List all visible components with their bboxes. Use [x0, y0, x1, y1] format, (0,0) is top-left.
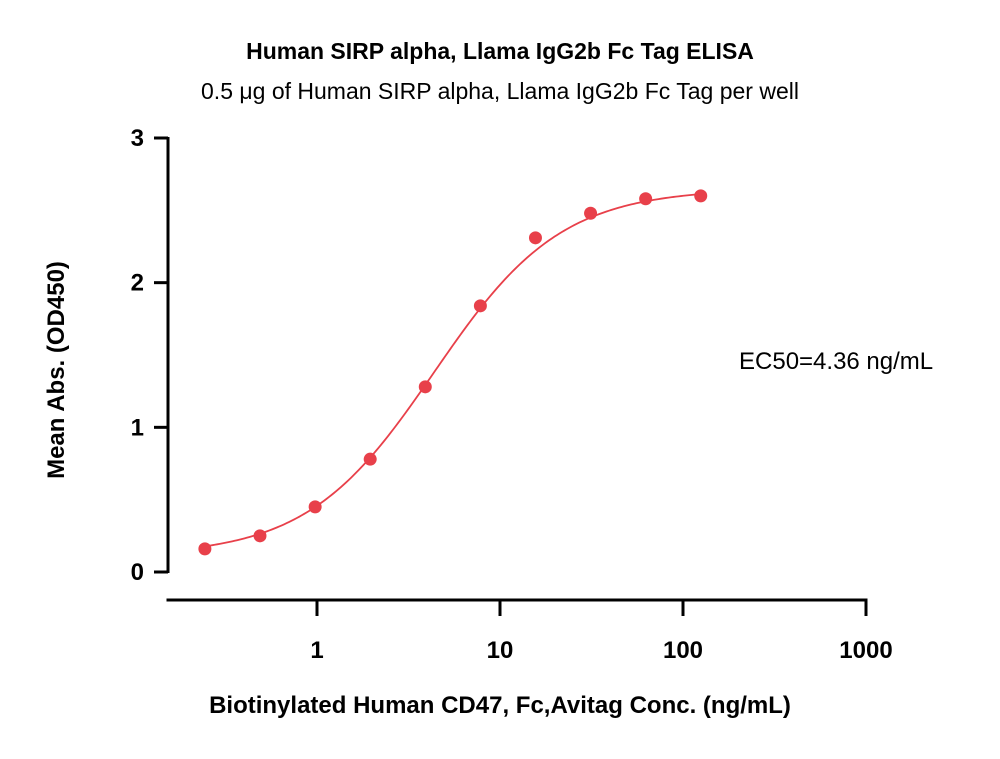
data-point [418, 380, 432, 394]
data-point [584, 206, 598, 220]
fit-curve [204, 193, 701, 548]
data-point [253, 529, 267, 543]
x-axis-label: Biotinylated Human CD47, Fc,Avitag Conc.… [209, 692, 791, 719]
y-tick-label: 1 [131, 414, 144, 441]
data-point [694, 189, 708, 203]
chart-subtitle: 0.5 μg of Human SIRP alpha, Llama IgG2b … [201, 78, 799, 104]
data-point [639, 192, 653, 206]
y-tick-label: 2 [131, 270, 144, 297]
x-tick-label: 1 [310, 637, 323, 664]
data-point [363, 452, 377, 466]
y-tick-label: 3 [131, 125, 144, 152]
data-point [473, 299, 487, 313]
x-tick-label: 100 [663, 637, 703, 664]
data-point [198, 542, 212, 556]
data-point [308, 500, 322, 514]
x-tick-label: 1000 [839, 637, 892, 664]
data-point [528, 231, 542, 245]
chart-title: Human SIRP alpha, Llama IgG2b Fc Tag ELI… [246, 38, 754, 64]
y-tick-label: 0 [131, 559, 144, 586]
x-tick-label: 10 [487, 637, 514, 664]
ec50-annotation: EC50=4.36 ng/mL [739, 348, 934, 375]
